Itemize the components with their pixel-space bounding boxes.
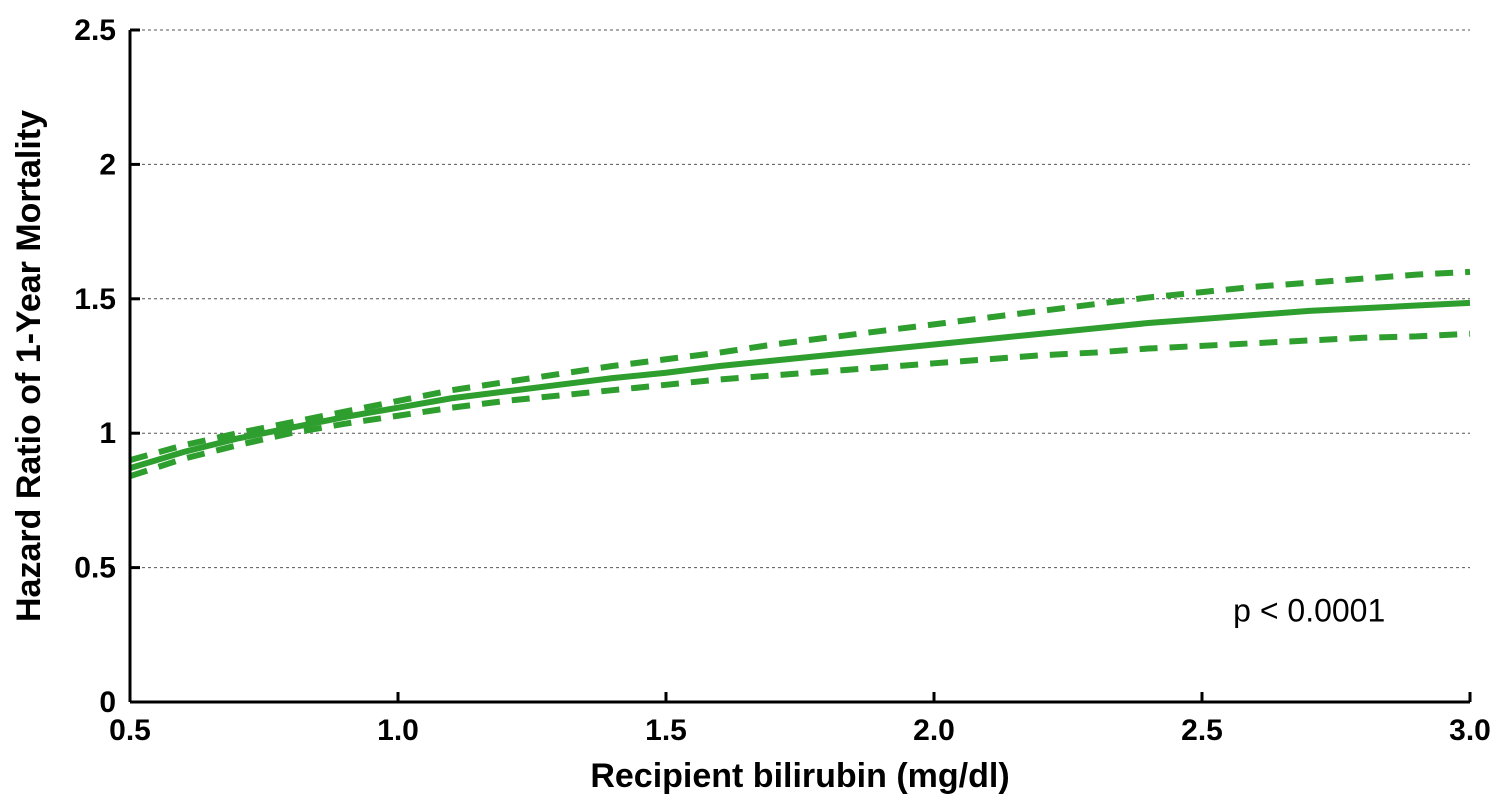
chart-container: 0.51.01.52.02.53.000.511.522.5Recipient … <box>0 0 1500 812</box>
hazard-ratio-chart: 0.51.01.52.02.53.000.511.522.5Recipient … <box>0 0 1500 812</box>
y-tick-label: 1 <box>99 417 116 450</box>
y-axis-label: Hazard Ratio of 1-Year Mortality <box>10 110 48 622</box>
x-tick-label: 2.0 <box>913 714 955 747</box>
x-tick-label: 1.0 <box>377 714 419 747</box>
x-tick-label: 1.5 <box>645 714 687 747</box>
y-tick-label: 0 <box>99 686 116 719</box>
y-tick-label: 2 <box>99 148 116 181</box>
x-axis-label: Recipient bilirubin (mg/dl) <box>590 757 1009 795</box>
p-value-annotation: p < 0.0001 <box>1233 592 1385 628</box>
y-tick-label: 0.5 <box>74 552 116 585</box>
x-tick-label: 2.5 <box>1181 714 1223 747</box>
x-tick-label: 3.0 <box>1449 714 1491 747</box>
y-tick-label: 1.5 <box>74 283 116 316</box>
y-tick-label: 2.5 <box>74 14 116 47</box>
